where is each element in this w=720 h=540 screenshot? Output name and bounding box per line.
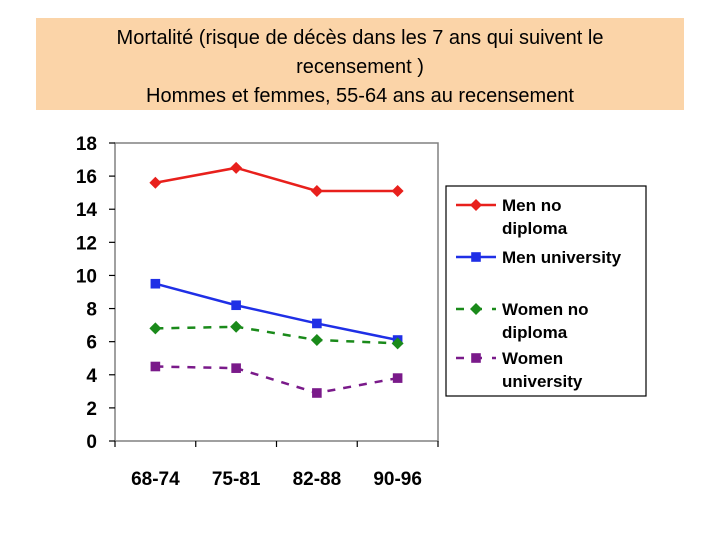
y-tick-label: 12 (76, 233, 97, 254)
chart-title: Mortalité (risque de décès dans les 7 an… (36, 18, 684, 110)
data-point (392, 373, 403, 383)
legend-label: diploma (502, 219, 568, 238)
y-tick-label: 16 (76, 167, 97, 188)
y-tick-label: 14 (76, 200, 98, 221)
data-point (231, 300, 241, 311)
y-tick-label: 6 (86, 333, 97, 354)
data-point (310, 185, 323, 198)
y-tick-label: 0 (86, 432, 97, 453)
data-point (150, 361, 161, 372)
series-men-no-diploma (149, 161, 404, 198)
legend-label: diploma (502, 323, 568, 342)
data-point (391, 337, 404, 350)
legend-item: Men no diploma (456, 196, 568, 238)
data-point (312, 388, 322, 398)
data-point (310, 334, 323, 347)
title-line-1: Mortalité (risque de décès dans les 7 an… (116, 27, 604, 49)
title-line-2: recensement ) (296, 56, 424, 78)
legend-swatch-marker (470, 199, 482, 211)
legend-swatch-marker (471, 353, 481, 363)
series-line (155, 282, 398, 342)
legend-swatch-marker (471, 252, 481, 262)
data-point (230, 320, 243, 333)
legend-label: Women (502, 349, 563, 368)
legend-item: Women university (456, 349, 583, 391)
series-women-university (150, 361, 403, 398)
data-point (150, 278, 161, 289)
plot-area-border (114, 142, 439, 442)
x-tick-label: 75-81 (212, 469, 261, 490)
series-line (155, 325, 398, 345)
y-tick-label: 10 (76, 266, 97, 287)
legend-label: Men university (502, 248, 622, 267)
y-tick-label: 8 (86, 300, 97, 321)
y-tick-label: 2 (86, 399, 97, 420)
x-tick-label: 68-74 (131, 469, 180, 490)
legend-item: Women no diploma (456, 300, 589, 342)
y-tick-label: 18 (76, 134, 97, 155)
data-point (391, 185, 404, 198)
legend-label: Women no (502, 300, 589, 319)
data-point (149, 322, 162, 335)
series-line (155, 166, 398, 193)
data-point (149, 176, 162, 189)
title-line-3: Hommes et femmes, 55-64 ans au recenseme… (146, 85, 574, 107)
data-point (231, 363, 241, 373)
x-tick-label: 90-96 (373, 469, 422, 490)
data-point (230, 161, 243, 174)
y-tick-label: 4 (86, 366, 97, 387)
legend-label: Men no (502, 196, 562, 215)
series-line (155, 365, 398, 395)
series-men-university (150, 278, 403, 345)
series-women-no-diploma (149, 320, 404, 350)
legend-item: Men university (456, 248, 622, 267)
data-point (312, 318, 322, 329)
x-tick-label: 82-88 (293, 469, 342, 490)
legend-swatch-marker (470, 303, 482, 315)
legend-label: university (502, 372, 583, 391)
